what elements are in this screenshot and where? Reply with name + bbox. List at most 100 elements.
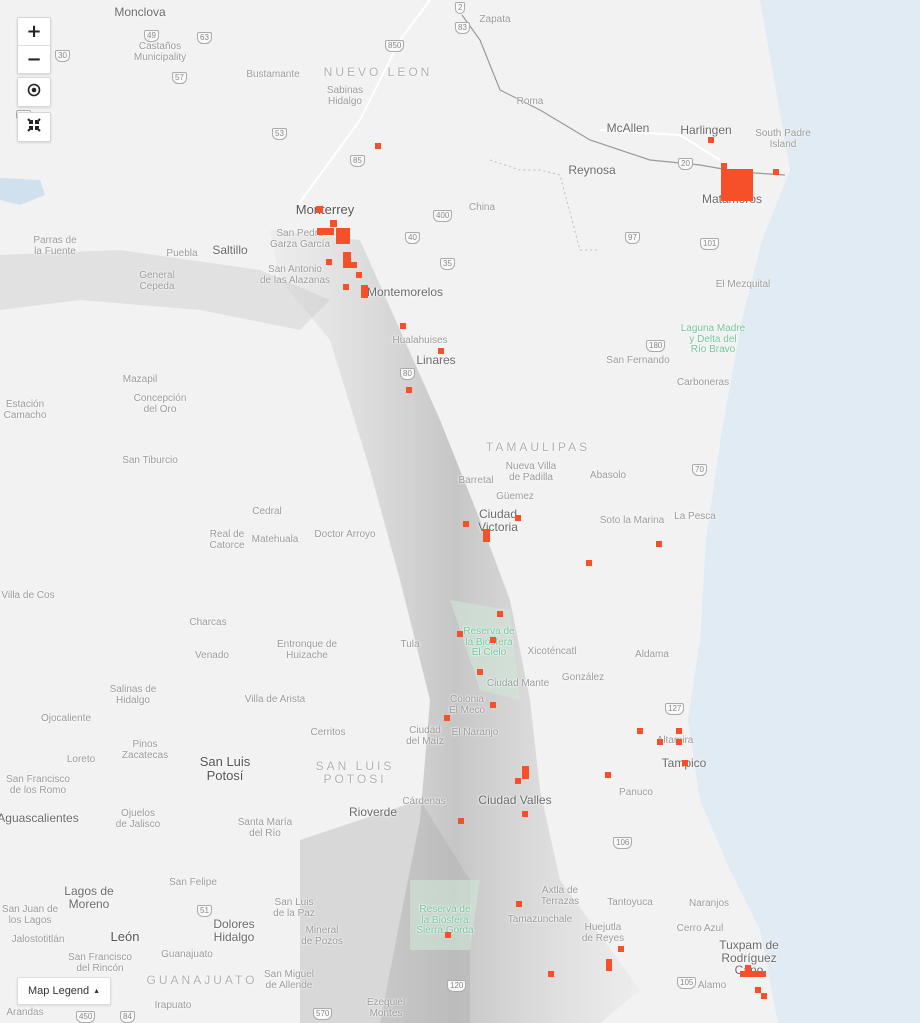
observation-marker[interactable] (656, 541, 662, 547)
place-label: Ciudad Mante (486, 678, 550, 689)
place-label: Reynosa (568, 163, 616, 177)
highway-shield: 80 (400, 368, 415, 380)
observation-marker[interactable] (515, 778, 521, 784)
observation-marker[interactable] (657, 739, 663, 745)
observation-marker[interactable] (483, 529, 490, 542)
observation-marker[interactable] (317, 228, 334, 235)
place-label: Soto la Marina (599, 515, 665, 526)
observation-marker[interactable] (375, 143, 381, 149)
observation-marker[interactable] (755, 987, 761, 993)
place-label: González (561, 672, 605, 683)
observation-marker[interactable] (682, 760, 688, 766)
highway-shield: 49 (144, 30, 159, 42)
observation-marker[interactable] (773, 169, 779, 175)
observation-marker[interactable] (457, 631, 463, 637)
observation-marker[interactable] (676, 728, 682, 734)
place-label: San Miguel de Allende (263, 969, 315, 991)
observation-marker[interactable] (326, 259, 332, 265)
divider (18, 45, 50, 46)
observation-marker[interactable] (343, 284, 349, 290)
place-label: Altamira (656, 735, 694, 746)
observation-marker[interactable] (606, 959, 612, 971)
place-label: Carboneras (676, 377, 730, 388)
observation-marker[interactable] (477, 669, 483, 675)
highway-shield: 400 (433, 210, 453, 222)
place-label: Concepción del Oro (133, 393, 187, 415)
place-label: Ciudad Valles (478, 793, 552, 807)
observation-marker[interactable] (618, 946, 624, 952)
crosshair-icon (27, 83, 41, 96)
map-legend-label: Map Legend (28, 985, 90, 997)
observation-marker[interactable] (586, 560, 592, 566)
observation-marker[interactable] (490, 637, 496, 643)
place-label: Harlingen (680, 123, 732, 137)
place-label: Barretal (458, 475, 494, 486)
observation-marker[interactable] (361, 285, 368, 298)
road (297, 0, 431, 206)
place-label: NUEVO LEON (323, 65, 433, 79)
lake (0, 178, 45, 205)
observation-marker[interactable] (330, 220, 337, 227)
observation-marker[interactable] (637, 728, 643, 734)
observation-marker[interactable] (548, 971, 554, 977)
observation-marker[interactable] (515, 515, 521, 521)
place-label: Ezequiel Montes (366, 997, 406, 1019)
place-label: Colonia El Meco (448, 694, 486, 716)
observation-marker[interactable] (497, 611, 503, 617)
place-label: León (110, 929, 140, 944)
observation-marker[interactable] (351, 262, 357, 268)
observation-marker[interactable] (438, 348, 444, 354)
fit-bounds-button[interactable] (18, 113, 50, 141)
observation-marker[interactable] (400, 323, 406, 329)
observation-marker[interactable] (721, 163, 727, 201)
observation-marker[interactable] (727, 169, 753, 201)
highway-shield: 570 (313, 1008, 333, 1020)
observation-marker[interactable] (522, 766, 529, 779)
observation-marker[interactable] (356, 272, 362, 278)
observation-marker[interactable] (343, 236, 349, 242)
locate-button[interactable] (18, 78, 50, 106)
highway-shield: 120 (447, 980, 467, 992)
place-label: Ciudad del Maíz (406, 725, 444, 747)
observation-marker[interactable] (676, 739, 682, 745)
place-label: Parras de la Fuente (33, 235, 77, 257)
park-area (410, 880, 480, 950)
observation-marker[interactable] (316, 206, 323, 213)
observation-marker[interactable] (445, 932, 451, 938)
observation-marker[interactable] (522, 811, 528, 817)
place-label: Aldama (635, 649, 669, 660)
observation-marker[interactable] (406, 387, 412, 393)
place-label: Panuco (619, 787, 653, 798)
sierra-south (300, 800, 470, 1023)
observation-marker[interactable] (463, 521, 469, 527)
observation-marker[interactable] (490, 702, 496, 708)
observation-marker[interactable] (458, 818, 464, 824)
place-label: Villa de Arista (244, 694, 306, 705)
zoom-control: + − (17, 17, 51, 74)
observation-marker[interactable] (516, 901, 522, 907)
place-label: South Padre Island (755, 128, 811, 150)
observation-marker[interactable] (740, 971, 766, 977)
place-label: Lagos de Moreno (64, 884, 114, 911)
observation-marker[interactable] (343, 252, 351, 268)
observation-marker[interactable] (745, 965, 751, 971)
zoom-out-button[interactable]: − (18, 46, 50, 73)
fit-control (17, 112, 51, 142)
place-label: Saltillo (212, 243, 248, 257)
place-label: Xicoténcatl (527, 646, 577, 657)
place-label: San Felipe (169, 877, 217, 888)
observation-marker[interactable] (605, 772, 611, 778)
place-label: Tamazunchale (507, 914, 573, 925)
observation-marker[interactable] (444, 715, 450, 721)
zoom-in-button[interactable]: + (18, 18, 50, 45)
caret-up-icon: ▲ (93, 987, 101, 995)
place-label: San Luis Potosí (199, 754, 251, 783)
place-label: San Francisco del Rincón (68, 952, 132, 974)
observation-marker[interactable] (708, 137, 714, 143)
place-label: Puebla (166, 248, 198, 259)
place-label: Montemorelos (366, 285, 444, 299)
map-legend-toggle[interactable]: Map Legend ▲ (17, 977, 112, 1005)
place-label: Tantoyuca (607, 897, 653, 908)
observation-marker[interactable] (761, 993, 767, 999)
